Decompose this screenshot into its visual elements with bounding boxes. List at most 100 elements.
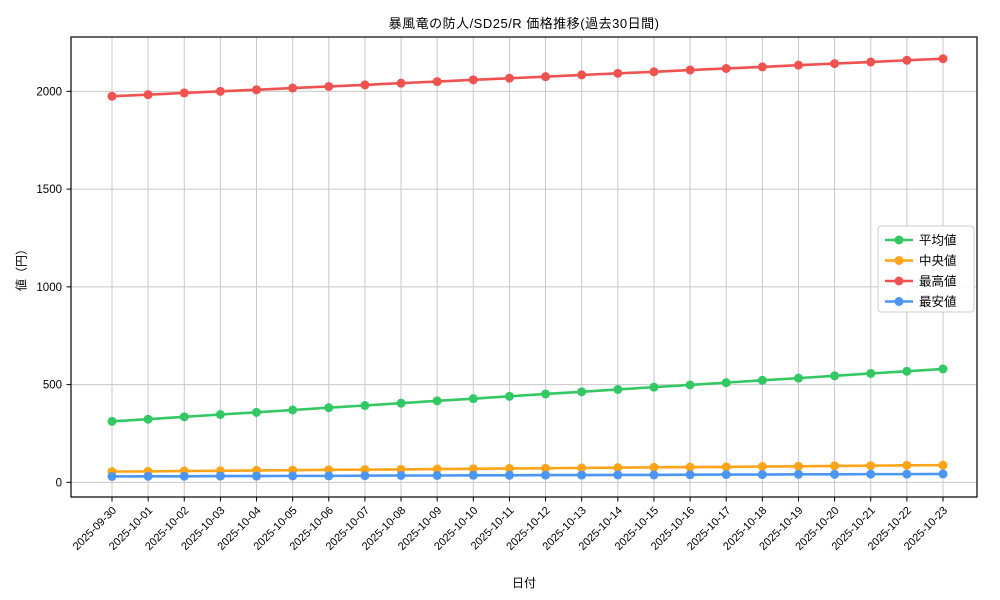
data-point (360, 471, 370, 481)
series-平均値 (107, 364, 948, 426)
data-point (432, 470, 442, 480)
data-point (215, 410, 225, 420)
data-point (107, 471, 117, 481)
data-point (866, 469, 876, 479)
data-point (649, 470, 659, 480)
data-point (902, 366, 912, 376)
data-point (432, 77, 442, 87)
data-point (793, 373, 803, 383)
legend-label: 最安値 (919, 294, 957, 309)
data-point (396, 78, 406, 88)
data-point (252, 407, 262, 417)
data-point (504, 73, 514, 83)
data-point (288, 83, 298, 93)
data-point (938, 460, 948, 470)
y-tick-label: 2000 (36, 86, 62, 98)
data-point (215, 471, 225, 481)
data-point (143, 471, 153, 481)
data-point (324, 471, 334, 481)
data-point (107, 91, 117, 101)
data-point (793, 461, 803, 471)
series-最高値 (107, 54, 948, 101)
series-最安値 (107, 469, 948, 481)
data-point (757, 62, 767, 72)
data-point (468, 75, 478, 85)
data-point (252, 471, 262, 481)
data-point (179, 88, 189, 98)
data-point (288, 471, 298, 481)
data-point (143, 90, 153, 100)
legend-item-平均値: 平均値 (885, 233, 957, 248)
data-point (179, 471, 189, 481)
y-axis-title: 値（円） (14, 242, 29, 292)
data-point (902, 55, 912, 65)
data-point (830, 469, 840, 479)
data-point (613, 470, 623, 480)
data-point (685, 65, 695, 75)
data-point (504, 463, 514, 473)
x-axis-title: 日付 (511, 576, 536, 590)
data-point (252, 85, 262, 95)
legend-marker (894, 256, 904, 265)
data-point (613, 463, 623, 473)
data-point (432, 464, 442, 474)
data-point (360, 80, 370, 90)
legend-item-最高値: 最高値 (885, 274, 957, 289)
data-point (288, 405, 298, 415)
y-tick-label: 1500 (36, 184, 62, 196)
data-point (793, 469, 803, 479)
series-line (110, 57, 945, 98)
data-point (143, 414, 153, 424)
gridlines (71, 37, 977, 497)
data-point (541, 470, 551, 480)
data-point (866, 461, 876, 471)
data-point (938, 54, 948, 64)
data-point (577, 463, 587, 473)
data-point (685, 462, 695, 472)
data-point (613, 384, 623, 394)
data-point (215, 86, 225, 96)
legend-label: 平均値 (919, 233, 957, 248)
data-point (902, 460, 912, 470)
y-tick-label: 500 (43, 380, 62, 392)
legend-marker (894, 297, 904, 306)
chart-title: 暴風竜の防人/SD25/R 価格推移(過去30日間) (388, 16, 660, 31)
legend-item-中央値: 中央値 (885, 253, 957, 268)
data-point (577, 70, 587, 80)
data-point (721, 63, 731, 73)
data-point (866, 57, 876, 67)
data-point (685, 380, 695, 390)
series-line (110, 367, 945, 423)
data-point (757, 375, 767, 385)
series-中央値 (107, 460, 948, 477)
legend-marker (894, 235, 904, 245)
data-point (938, 469, 948, 479)
data-point (396, 398, 406, 408)
data-point (830, 461, 840, 471)
legend-marker (894, 276, 904, 286)
data-point (649, 382, 659, 392)
data-point (541, 389, 551, 399)
legend-label: 最高値 (919, 274, 957, 289)
y-tick-label: 1000 (36, 282, 62, 294)
series-line (110, 472, 945, 478)
legend-box (877, 225, 975, 313)
data-point (396, 470, 406, 480)
data-point (721, 470, 731, 480)
data-point (757, 462, 767, 472)
data-point (721, 462, 731, 472)
plot-area (71, 37, 977, 497)
data-point (360, 401, 370, 411)
y-tick-label: 0 (56, 477, 62, 489)
data-point (577, 470, 587, 480)
data-point (793, 60, 803, 70)
data-point (432, 396, 442, 406)
data-point (541, 463, 551, 473)
data-point (902, 469, 912, 479)
data-point (324, 403, 334, 413)
data-point (938, 364, 948, 374)
data-point (649, 462, 659, 472)
